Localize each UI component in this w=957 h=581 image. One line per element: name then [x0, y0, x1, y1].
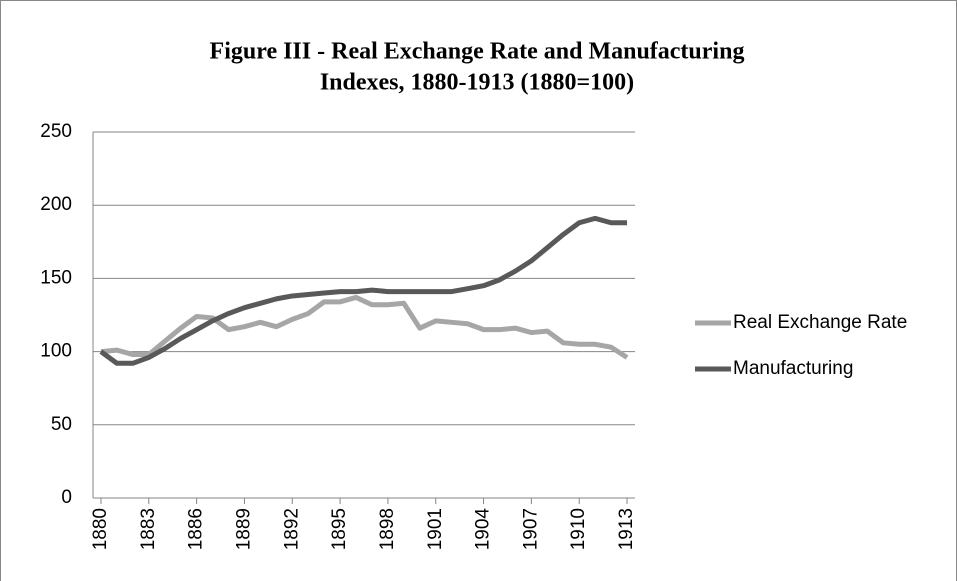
x-tick-label: 1898 [377, 508, 398, 550]
x-tick-label: 1889 [233, 508, 254, 550]
y-tick-label: 0 [61, 487, 72, 508]
x-tick-label: 1901 [425, 508, 446, 550]
y-tick-label: 50 [51, 414, 72, 435]
x-tick-label: 1883 [138, 508, 159, 550]
x-tick-label: 1907 [520, 508, 541, 550]
line-series [100, 294, 629, 360]
line-series [99, 215, 628, 366]
x-tick-label: 1886 [186, 508, 207, 550]
y-tick-label: 100 [40, 341, 72, 362]
x-tick-label: 1904 [473, 508, 494, 551]
x-tick-label: 1892 [281, 508, 302, 550]
y-tick-label: 150 [40, 267, 72, 288]
legend-label: Manufacturing [733, 358, 853, 379]
x-tick-label: 1913 [616, 508, 637, 550]
y-tick-label: 250 [40, 121, 72, 142]
chart-title: Indexes, 1880-1913 (1880=100) [320, 70, 634, 96]
x-tick-label: 1880 [90, 508, 111, 550]
x-tick-label: 1895 [329, 508, 350, 550]
x-tick-label: 1910 [568, 508, 589, 550]
legend-label: Real Exchange Rate [733, 312, 907, 333]
chart-title: Figure III - Real Exchange Rate and Manu… [210, 39, 745, 65]
y-tick-label: 200 [40, 194, 72, 215]
